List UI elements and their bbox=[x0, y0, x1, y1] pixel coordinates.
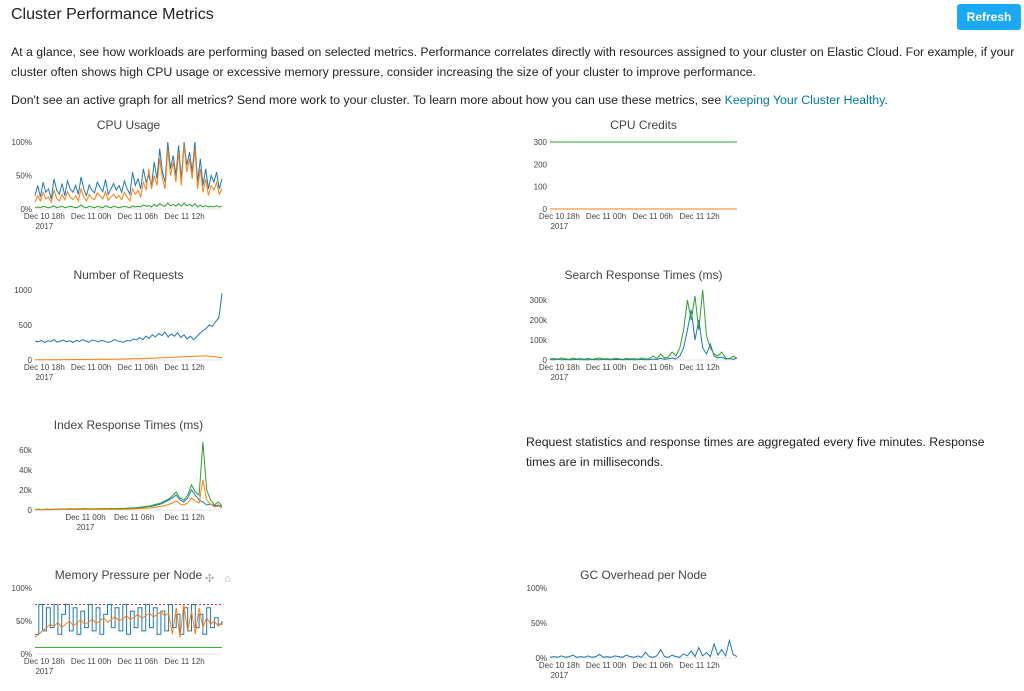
y-tick-label: 0% bbox=[20, 650, 32, 659]
x-tick-label: Dec 10 18h bbox=[24, 657, 65, 666]
series-line-0 bbox=[549, 638, 738, 658]
y-tick-label: 200k bbox=[530, 316, 548, 325]
y-tick-label: 50% bbox=[16, 172, 32, 181]
x-tick-label: Dec 11 12h bbox=[164, 212, 204, 221]
x-year-label: 2017 bbox=[550, 671, 568, 680]
chart-cpu-usage[interactable]: CPU Usage 100% 50% 0%Dec 10 18h Dec 11 00h De… bbox=[0, 115, 260, 235]
y-tick-label: 50% bbox=[531, 619, 547, 628]
y-tick-label: 20k bbox=[19, 486, 33, 495]
y-tick-label: 0% bbox=[535, 654, 547, 663]
x-tick-label: Dec 11 12h bbox=[164, 513, 204, 522]
y-tick-label: 0 bbox=[543, 356, 548, 365]
x-tick-label: Dec 11 00h bbox=[71, 363, 111, 372]
y-tick-label: 100k bbox=[530, 336, 548, 345]
help-text: Don't see an active graph for all metric… bbox=[11, 93, 725, 107]
chart-memory-pressure-per-node[interactable]: Memory Pressure per Node 100% 50% 0%Dec 10 … bbox=[0, 565, 260, 691]
x-tick-label: Dec 11 06h bbox=[633, 661, 673, 670]
refresh-button[interactable]: Refresh bbox=[957, 4, 1021, 30]
x-tick-label: Dec 11 06h bbox=[633, 363, 673, 372]
x-tick-label: Dec 11 00h bbox=[586, 212, 626, 221]
series-line-2 bbox=[34, 202, 223, 209]
x-tick-label: Dec 10 18h bbox=[24, 212, 65, 221]
y-tick-label: 300 bbox=[534, 138, 548, 147]
x-year-label: 2017 bbox=[35, 667, 53, 676]
y-tick-label: 0 bbox=[543, 205, 548, 214]
x-tick-label: Dec 11 00h bbox=[65, 513, 105, 522]
x-year-label: 2017 bbox=[35, 373, 53, 382]
y-tick-label: 200 bbox=[534, 160, 548, 169]
x-tick-label: Dec 11 06h bbox=[118, 363, 158, 372]
help-text-suffix: . bbox=[884, 93, 888, 107]
y-tick-label: 50% bbox=[16, 617, 32, 626]
series-line-2 bbox=[34, 604, 223, 638]
x-tick-label: Dec 11 06h bbox=[118, 212, 158, 221]
series-line-1 bbox=[35, 604, 223, 635]
series-line-0 bbox=[34, 293, 223, 344]
x-tick-label: Dec 11 06h bbox=[114, 513, 154, 522]
x-tick-label: Dec 10 18h bbox=[539, 661, 580, 670]
series-line-1 bbox=[549, 289, 738, 360]
x-tick-label: Dec 11 12h bbox=[679, 661, 719, 670]
y-tick-label: 0 bbox=[28, 506, 33, 515]
x-tick-label: Dec 10 18h bbox=[539, 363, 580, 372]
help-paragraph: Don't see an active graph for all metric… bbox=[11, 90, 1016, 110]
x-year-label: 2017 bbox=[77, 523, 95, 532]
x-tick-label: Dec 11 12h bbox=[679, 212, 719, 221]
chart-gc-overhead-per-node[interactable]: GC Overhead per Node 100% 50% 0%Dec 10 18h D… bbox=[510, 565, 770, 691]
series-line-1 bbox=[34, 145, 223, 204]
x-tick-label: Dec 11 12h bbox=[679, 363, 719, 372]
move-icon[interactable]: ✣ bbox=[205, 573, 215, 585]
x-tick-label: Dec 11 06h bbox=[633, 212, 673, 221]
x-tick-label: Dec 11 06h bbox=[118, 657, 158, 666]
y-tick-label: 1000 bbox=[14, 286, 32, 295]
series-line-0 bbox=[34, 141, 223, 200]
y-tick-label: 100 bbox=[534, 183, 548, 192]
x-tick-label: Dec 10 18h bbox=[24, 363, 65, 372]
y-tick-label: 40k bbox=[19, 466, 33, 475]
series-line-0 bbox=[549, 309, 738, 361]
x-year-label: 2017 bbox=[35, 222, 53, 231]
x-tick-label: Dec 11 12h bbox=[164, 363, 204, 372]
chart-title: Index Response Times (ms) bbox=[54, 418, 203, 432]
y-tick-label: 100% bbox=[12, 584, 32, 593]
aggregation-note: Request statistics and response times ar… bbox=[526, 435, 985, 469]
x-tick-label: Dec 11 00h bbox=[71, 657, 111, 666]
x-tick-label: Dec 10 18h bbox=[539, 212, 580, 221]
y-tick-label: 100% bbox=[12, 138, 32, 147]
x-tick-label: Dec 11 12h bbox=[164, 657, 204, 666]
chart-title: Search Response Times (ms) bbox=[564, 268, 722, 282]
chart-index-response-times[interactable]: Index Response Times (ms) 60k 40k 20k 0 Dec 1… bbox=[0, 415, 260, 535]
page-title: Cluster Performance Metrics bbox=[11, 6, 214, 23]
intro-paragraph: At a glance, see how workloads are perfo… bbox=[11, 45, 1015, 79]
chart-title: Number of Requests bbox=[73, 268, 183, 282]
x-tick-label: Dec 11 00h bbox=[71, 212, 111, 221]
series-line-1 bbox=[35, 355, 223, 361]
x-year-label: 2017 bbox=[550, 222, 568, 231]
y-tick-label: 0% bbox=[20, 205, 32, 214]
x-tick-label: Dec 11 00h bbox=[586, 363, 626, 372]
series-line-2 bbox=[35, 479, 223, 511]
chart-title: CPU Usage bbox=[97, 118, 161, 132]
keeping-cluster-healthy-link[interactable]: Keeping Your Cluster Healthy bbox=[724, 93, 885, 107]
chart-title: GC Overhead per Node bbox=[580, 568, 707, 582]
y-tick-label: 0 bbox=[28, 356, 33, 365]
y-tick-label: 300k bbox=[530, 296, 548, 305]
x-year-label: 2017 bbox=[550, 373, 568, 382]
y-tick-label: 100% bbox=[527, 584, 547, 593]
home-icon[interactable]: ⌂ bbox=[224, 573, 231, 585]
chart-search-response-times[interactable]: Search Response Times (ms)300k200k100k0D… bbox=[510, 265, 770, 385]
x-tick-label: Dec 11 00h bbox=[586, 661, 626, 670]
y-tick-label: 60k bbox=[19, 446, 33, 455]
chart-title: Memory Pressure per Node bbox=[55, 568, 203, 582]
chart-modebar: ✣ ⌂ bbox=[205, 572, 241, 585]
y-tick-label: 500 bbox=[19, 321, 33, 330]
chart-title: CPU Credits bbox=[610, 118, 677, 132]
